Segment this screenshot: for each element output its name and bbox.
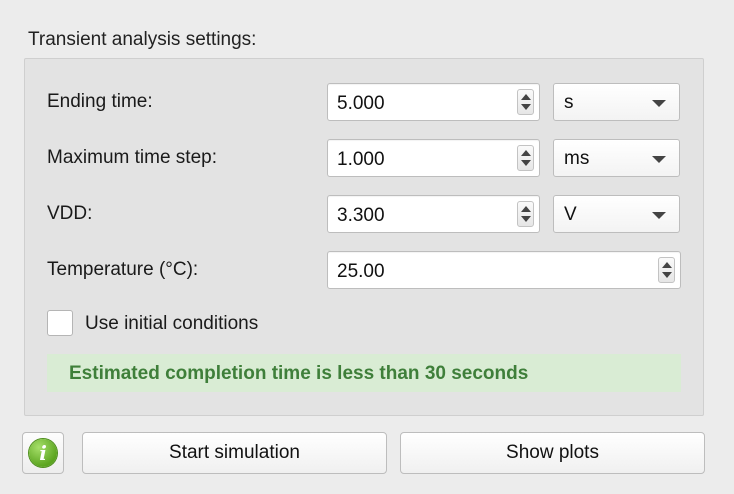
step-up-icon[interactable] <box>521 206 531 212</box>
vdd-unit-select[interactable]: V <box>553 195 680 233</box>
max-step-spinbox[interactable]: 1.000 <box>327 139 540 177</box>
group-title: Transient analysis settings: <box>28 29 257 50</box>
info-button[interactable]: i <box>22 432 64 474</box>
ending-time-spinbox[interactable]: 5.000 <box>327 83 540 121</box>
step-up-icon[interactable] <box>662 262 672 268</box>
vdd-stepper[interactable] <box>517 201 534 227</box>
step-down-icon[interactable] <box>521 160 531 166</box>
temperature-value: 25.00 <box>337 261 385 282</box>
vdd-spinbox[interactable]: 3.300 <box>327 195 540 233</box>
max-step-stepper[interactable] <box>517 145 534 171</box>
vdd-unit: V <box>564 204 577 225</box>
max-step-unit: ms <box>564 148 590 169</box>
vdd-value: 3.300 <box>337 205 385 226</box>
temperature-spinbox[interactable]: 25.00 <box>327 251 681 289</box>
chevron-down-icon <box>652 100 666 107</box>
ending-time-unit: s <box>564 92 574 113</box>
estimate-banner: Estimated completion time is less than 3… <box>47 354 681 392</box>
chevron-down-icon <box>652 212 666 219</box>
start-simulation-button[interactable]: Start simulation <box>82 432 387 474</box>
ending-time-label: Ending time: <box>47 91 153 112</box>
info-icon: i <box>29 439 57 467</box>
initial-conditions-label[interactable]: Use initial conditions <box>85 313 259 334</box>
step-up-icon[interactable] <box>521 94 531 100</box>
initial-conditions-checkbox[interactable] <box>47 310 73 336</box>
temperature-stepper[interactable] <box>658 257 675 283</box>
step-up-icon[interactable] <box>521 150 531 156</box>
max-step-unit-select[interactable]: ms <box>553 139 680 177</box>
chevron-down-icon <box>652 156 666 163</box>
step-down-icon[interactable] <box>521 216 531 222</box>
max-step-label: Maximum time step: <box>47 147 217 168</box>
estimate-text: Estimated completion time is less than 3… <box>69 363 529 384</box>
step-down-icon[interactable] <box>662 272 672 278</box>
ending-time-value: 5.000 <box>337 93 385 114</box>
step-down-icon[interactable] <box>521 104 531 110</box>
ending-time-unit-select[interactable]: s <box>553 83 680 121</box>
ending-time-stepper[interactable] <box>517 89 534 115</box>
max-step-value: 1.000 <box>337 149 385 170</box>
vdd-label: VDD: <box>47 203 93 224</box>
show-plots-button[interactable]: Show plots <box>400 432 705 474</box>
temperature-label: Temperature (°C): <box>47 259 199 280</box>
